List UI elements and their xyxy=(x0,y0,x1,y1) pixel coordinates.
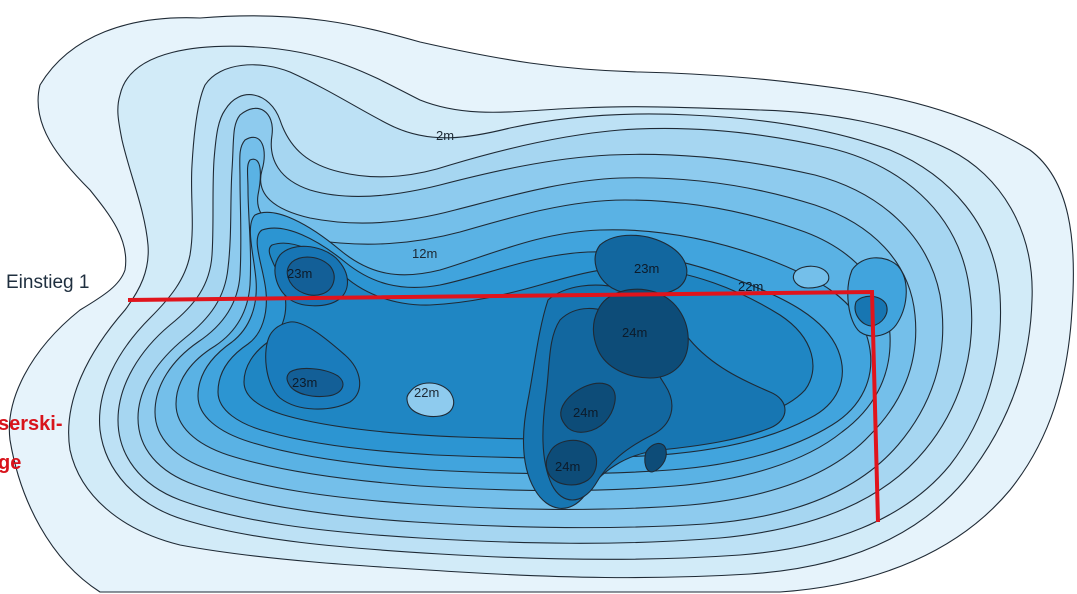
depth-label-23m-north-east: 23m xyxy=(634,261,659,276)
depth-contours xyxy=(8,15,1074,593)
basin-24m-lower-2 xyxy=(545,439,598,486)
basin-23m-west-inner xyxy=(286,256,335,296)
basin-23m-north-east xyxy=(594,234,688,296)
basin-22m-middle xyxy=(406,382,455,418)
depth-label-24m-central: 24m xyxy=(622,325,647,340)
basin-small-east xyxy=(644,442,667,473)
depth-label-22m-east: 22m xyxy=(738,279,763,294)
depth-label-2m: 2m xyxy=(436,128,454,143)
depth-label-23m-west: 23m xyxy=(287,266,312,281)
depth-label-24m-lower-1: 24m xyxy=(573,405,598,420)
depth-label-12m: 12m xyxy=(412,246,437,261)
basin-24m-lower-1 xyxy=(560,382,616,433)
deep-basins xyxy=(274,234,907,486)
depth-label-24m-lower-2: 24m xyxy=(555,459,580,474)
basin-small-north-east xyxy=(792,265,830,289)
entry-point-label: Einstieg 1 xyxy=(6,272,89,293)
waterski-zone-label-line1: serski- xyxy=(0,413,63,435)
waterski-zone-label-line2: ge xyxy=(0,452,21,474)
depth-labels: 2m 12m 23m 23m 22m 23m 22m 24m 24m 24m xyxy=(287,128,763,474)
depth-label-23m-south-west: 23m xyxy=(292,375,317,390)
basin-23m-south-west xyxy=(286,367,344,398)
depth-label-22m-middle: 22m xyxy=(414,385,439,400)
dive-route-line xyxy=(127,289,880,523)
basin-24m-central xyxy=(592,288,689,379)
